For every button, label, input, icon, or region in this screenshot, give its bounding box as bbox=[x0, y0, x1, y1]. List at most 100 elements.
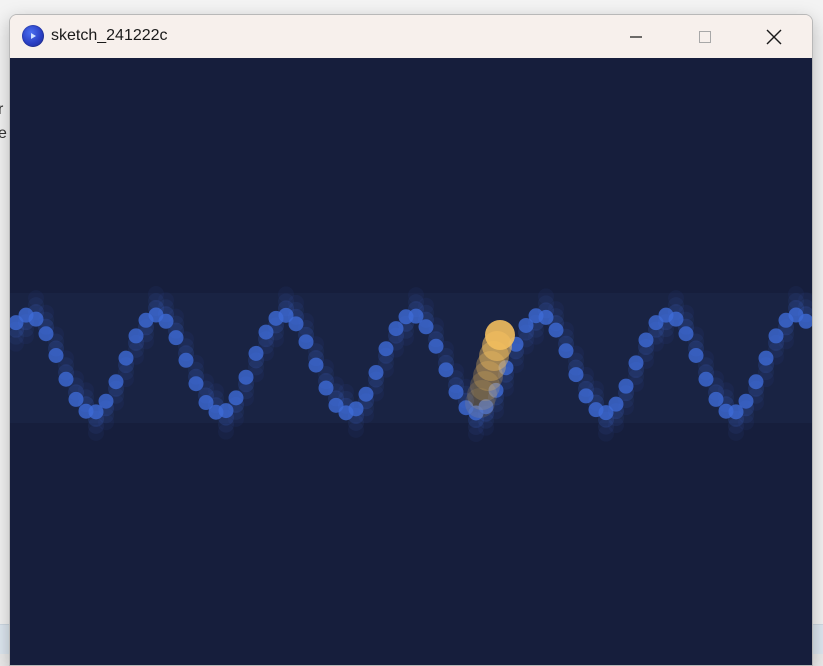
wave-trail-dot bbox=[478, 419, 494, 436]
wave-trail-dot bbox=[668, 290, 684, 307]
wave-trail-dot bbox=[158, 292, 174, 309]
wave-dot bbox=[618, 378, 634, 394]
close-button[interactable] bbox=[751, 15, 797, 58]
wave-trail-dot bbox=[278, 293, 294, 310]
wave-dot bbox=[58, 371, 74, 387]
wave-dot bbox=[128, 328, 144, 344]
wave-trail-dot bbox=[508, 350, 524, 367]
wave-dot bbox=[608, 396, 624, 412]
wave-dot bbox=[678, 326, 694, 342]
wave-trail-dot bbox=[628, 368, 644, 385]
sketch-canvas[interactable] bbox=[10, 58, 812, 665]
ball-trail-circle bbox=[467, 380, 497, 410]
wave-dot bbox=[178, 352, 194, 368]
wave-trail-dot bbox=[638, 345, 654, 362]
wave-trail-dot bbox=[418, 297, 434, 314]
wave-dot bbox=[348, 401, 364, 417]
wave-dot bbox=[388, 321, 404, 337]
wave-dot bbox=[88, 404, 104, 420]
wave-trail-dot bbox=[98, 414, 114, 431]
wave-trail-dot bbox=[608, 417, 624, 434]
sketch-window: sketch_241222c bbox=[9, 14, 813, 666]
wave-trail-dot bbox=[348, 421, 364, 438]
wave-dot bbox=[378, 341, 394, 357]
wave-dot bbox=[448, 384, 464, 400]
wave-dot bbox=[298, 334, 314, 350]
wave-trail-dot bbox=[408, 287, 424, 304]
wave-trail-dot bbox=[218, 416, 234, 433]
wave-dot bbox=[308, 357, 324, 373]
wave-trail-dot bbox=[178, 338, 194, 355]
wave-trail-dot bbox=[10, 328, 24, 345]
wave-dot bbox=[768, 328, 784, 344]
wave-dot bbox=[758, 350, 774, 366]
wave-dot bbox=[158, 313, 174, 329]
wave-dot bbox=[258, 324, 274, 340]
wave-dot bbox=[548, 322, 564, 338]
wave-dot bbox=[278, 307, 294, 323]
wave-dot bbox=[688, 347, 704, 363]
wave-dot bbox=[288, 316, 304, 332]
wave-dot bbox=[228, 390, 244, 406]
wave-trail-dot bbox=[408, 294, 424, 311]
wave-trail-dot bbox=[278, 286, 294, 303]
wave-trail-dot bbox=[10, 335, 24, 352]
wave-dot bbox=[438, 362, 454, 378]
processing-app-icon bbox=[22, 25, 44, 47]
title-bar[interactable]: sketch_241222c bbox=[10, 15, 812, 58]
wave-trail-dot bbox=[598, 425, 614, 442]
wave-trail-dot bbox=[308, 343, 324, 360]
wave-trail-dot bbox=[188, 361, 204, 378]
wave-trail-dot bbox=[318, 366, 334, 383]
wave-trail-dot bbox=[738, 414, 754, 431]
wave-dot bbox=[318, 380, 334, 396]
orange-ball bbox=[485, 320, 515, 350]
wave-trail-dot bbox=[528, 328, 544, 345]
wave-dot bbox=[478, 399, 494, 415]
wave-dot bbox=[638, 332, 654, 348]
background-text-fragment: e bbox=[0, 125, 7, 142]
wave-trail-dot bbox=[598, 418, 614, 435]
wave-dot bbox=[428, 338, 444, 354]
wave-dot bbox=[598, 405, 614, 421]
wave-dot bbox=[358, 386, 374, 402]
wave-trail-dot bbox=[288, 294, 304, 311]
wave-trail-dot bbox=[668, 297, 684, 314]
wave-trail-dot bbox=[78, 382, 94, 399]
wave-dot bbox=[68, 391, 84, 407]
wave-trail-dot bbox=[468, 425, 484, 442]
maximize-icon bbox=[699, 30, 711, 43]
ball-trail-circle bbox=[473, 361, 503, 391]
wave-dot bbox=[498, 360, 514, 376]
wave-dot bbox=[568, 367, 584, 383]
wave-dot bbox=[118, 350, 134, 366]
wave-dot bbox=[98, 393, 114, 409]
wave-trail-dot bbox=[148, 286, 164, 303]
wave-dot bbox=[238, 369, 254, 385]
wave-dot bbox=[538, 309, 554, 325]
wave-trail-dot bbox=[698, 357, 714, 374]
wave-trail-dot bbox=[658, 328, 674, 345]
wave-trail-dot bbox=[728, 417, 744, 434]
wave-dot bbox=[418, 319, 434, 335]
wave-dot bbox=[728, 404, 744, 420]
wave-dot bbox=[48, 347, 64, 363]
close-icon bbox=[766, 29, 782, 44]
wave-dot bbox=[628, 355, 644, 371]
wave-trail-dot bbox=[118, 364, 134, 381]
wave-dot bbox=[708, 391, 724, 407]
wave-trail-dot bbox=[788, 286, 804, 303]
wave-trail-dot bbox=[568, 352, 584, 369]
wave-dot bbox=[168, 330, 184, 346]
wave-trail-dot bbox=[728, 424, 744, 441]
wave-dot bbox=[738, 393, 754, 409]
wave-dot bbox=[518, 317, 534, 333]
minimize-button[interactable] bbox=[613, 15, 659, 58]
maximize-button[interactable] bbox=[682, 15, 728, 58]
wave-trail-dot bbox=[338, 383, 354, 400]
sketch-drawing bbox=[10, 286, 812, 442]
window-title: sketch_241222c bbox=[51, 27, 168, 44]
wave-dot bbox=[748, 374, 764, 390]
minimize-icon bbox=[630, 35, 642, 38]
wave-trail-dot bbox=[538, 288, 554, 305]
